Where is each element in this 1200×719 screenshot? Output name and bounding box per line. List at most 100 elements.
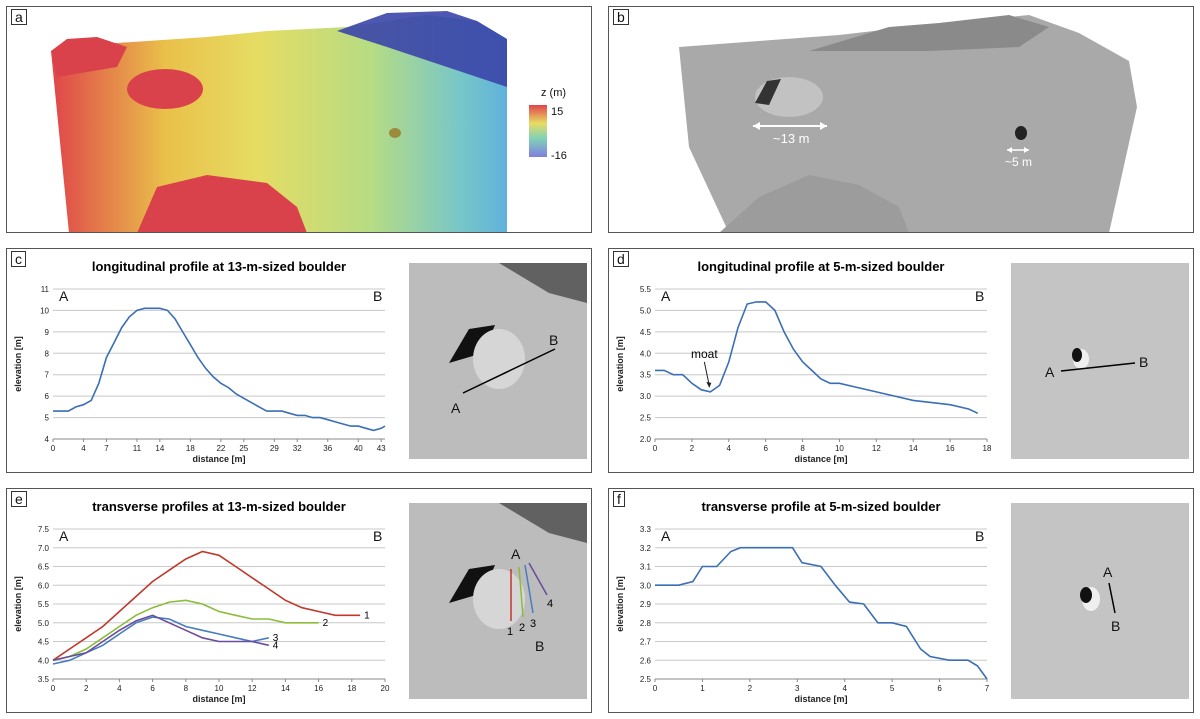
x-tick-label: 18 bbox=[186, 444, 195, 453]
small-boulder bbox=[389, 128, 401, 138]
x-tick-label: 16 bbox=[946, 444, 955, 453]
x-tick-label: 2 bbox=[748, 684, 753, 693]
x-tick-label: 8 bbox=[800, 444, 805, 453]
scale-label-5m: ~5 m bbox=[1005, 155, 1033, 169]
panel-d: d longitudinal profile at 5-m-sized boul… bbox=[608, 248, 1194, 473]
series-label: 4 bbox=[273, 640, 279, 651]
x-tick-label: 8 bbox=[184, 684, 189, 693]
thumb-c: A B bbox=[409, 263, 587, 459]
series-line-2 bbox=[52, 599, 319, 662]
y-tick-label: 3.3 bbox=[640, 525, 652, 534]
series-line-4 bbox=[52, 614, 269, 662]
panel-e: e transverse profiles at 13-m-sized boul… bbox=[6, 488, 592, 713]
series-line-1 bbox=[52, 550, 361, 661]
y-tick-label: 4.0 bbox=[640, 349, 652, 358]
profile-end-a: A bbox=[59, 528, 69, 544]
x-tick-label: 4 bbox=[842, 684, 847, 693]
thumb-c-label-b: B bbox=[549, 332, 558, 348]
dtm-color-map bbox=[51, 11, 547, 232]
profile-line-f bbox=[1108, 582, 1116, 614]
profile-end-b: B bbox=[373, 288, 382, 304]
y-tick-label: 4.0 bbox=[38, 656, 50, 665]
x-tick-label: 11 bbox=[133, 444, 142, 453]
y-tick-label: 2.7 bbox=[640, 638, 652, 647]
profile-end-a: A bbox=[661, 288, 671, 304]
x-tick-label: 43 bbox=[377, 444, 386, 453]
y-tick-label: 2.9 bbox=[640, 600, 652, 609]
y-tick-label: 7.5 bbox=[38, 525, 50, 534]
x-tick-label: 1 bbox=[700, 684, 705, 693]
x-tick-label: 2 bbox=[84, 684, 89, 693]
y-tick-label: 8 bbox=[45, 349, 50, 358]
y-tick-label: 6.5 bbox=[38, 563, 50, 572]
mound-bottom-relief bbox=[720, 175, 909, 232]
x-tick-label: 7 bbox=[104, 444, 109, 453]
thumb-e-label-4: 4 bbox=[547, 598, 553, 610]
y-tick-label: 6.0 bbox=[38, 581, 50, 590]
y-tick-label: 5.0 bbox=[38, 619, 50, 628]
y-tick-label: 5 bbox=[45, 414, 50, 423]
thumb-f-label-a: A bbox=[1103, 564, 1113, 580]
series-label: 1 bbox=[364, 610, 370, 621]
y-tick-label: 3.5 bbox=[38, 675, 50, 684]
x-axis-label: distance [m] bbox=[794, 454, 847, 464]
y-tick-label: 3.0 bbox=[640, 581, 652, 590]
annotation-arrowhead bbox=[706, 381, 712, 388]
thumb-c-boulder bbox=[473, 329, 525, 389]
thumb-c-dark-top bbox=[499, 263, 587, 303]
y-axis-label: elevation [m] bbox=[13, 576, 23, 632]
relief-ridge bbox=[809, 15, 1049, 51]
thumb-d-background bbox=[1011, 263, 1189, 459]
profile-end-a: A bbox=[59, 288, 69, 304]
scale-label-13m: ~13 m bbox=[773, 131, 810, 146]
legend-colorbar bbox=[529, 105, 547, 157]
chart-title: transverse profiles at 13-m-sized boulde… bbox=[92, 499, 346, 514]
thumb-e-label-1: 1 bbox=[507, 626, 513, 638]
panel-label-b: b bbox=[613, 9, 629, 25]
profile-end-b: B bbox=[975, 288, 984, 304]
chart-c: longitudinal profile at 13-m-sized bould… bbox=[13, 259, 386, 464]
y-tick-label: 5.5 bbox=[640, 285, 652, 294]
y-tick-label: 10 bbox=[40, 306, 49, 315]
x-tick-label: 40 bbox=[354, 444, 363, 453]
y-tick-label: 11 bbox=[41, 285, 50, 294]
profile-end-b: B bbox=[373, 528, 382, 544]
y-tick-label: 9 bbox=[45, 328, 50, 337]
thumb-e-boulder bbox=[473, 569, 525, 629]
series-line-3 bbox=[52, 616, 269, 665]
thumb-e-label-b: B bbox=[535, 638, 544, 654]
x-tick-label: 4 bbox=[117, 684, 122, 693]
y-tick-label: 2.5 bbox=[640, 414, 652, 423]
profile-line-e-2 bbox=[518, 566, 524, 618]
y-tick-label: 4 bbox=[45, 435, 50, 444]
x-tick-label: 20 bbox=[381, 684, 390, 693]
small-boulder-relief bbox=[1015, 126, 1027, 140]
thumb-e-label-a: A bbox=[511, 546, 521, 562]
thumb-e-boulder-shadow bbox=[449, 565, 495, 603]
thumb-c-label-a: A bbox=[451, 400, 461, 416]
thumb-d: A B bbox=[1011, 263, 1189, 459]
profile-line-c bbox=[462, 348, 556, 394]
thumb-e-dark-top bbox=[499, 503, 587, 543]
x-tick-label: 12 bbox=[872, 444, 881, 453]
panel-b: b ~13 m ~5 m bbox=[608, 6, 1194, 233]
x-tick-label: 0 bbox=[653, 444, 658, 453]
thumb-f-background bbox=[1011, 503, 1189, 699]
y-tick-label: 4.5 bbox=[38, 638, 50, 647]
profile-line-e-3 bbox=[524, 564, 534, 614]
thumb-d-boulder-shadow bbox=[1072, 348, 1082, 362]
y-tick-label: 2.0 bbox=[640, 435, 652, 444]
y-tick-label: 2.6 bbox=[640, 656, 652, 665]
x-tick-label: 32 bbox=[293, 444, 302, 453]
panel-label-d: d bbox=[613, 251, 629, 267]
x-tick-label: 4 bbox=[727, 444, 732, 453]
thumb-f-label-b: B bbox=[1111, 618, 1120, 634]
thumb-f-boulder-shadow bbox=[1080, 587, 1092, 603]
y-axis-label: elevation [m] bbox=[615, 576, 625, 632]
panel-c: c longitudinal profile at 13-m-sized bou… bbox=[6, 248, 592, 473]
thumb-f: A B bbox=[1011, 503, 1189, 699]
panel-f: f transverse profile at 5-m-sized boulde… bbox=[608, 488, 1194, 713]
y-tick-label: 2.8 bbox=[640, 619, 652, 628]
chart-title: longitudinal profile at 5-m-sized boulde… bbox=[697, 259, 944, 274]
big-boulder-red bbox=[127, 69, 203, 109]
